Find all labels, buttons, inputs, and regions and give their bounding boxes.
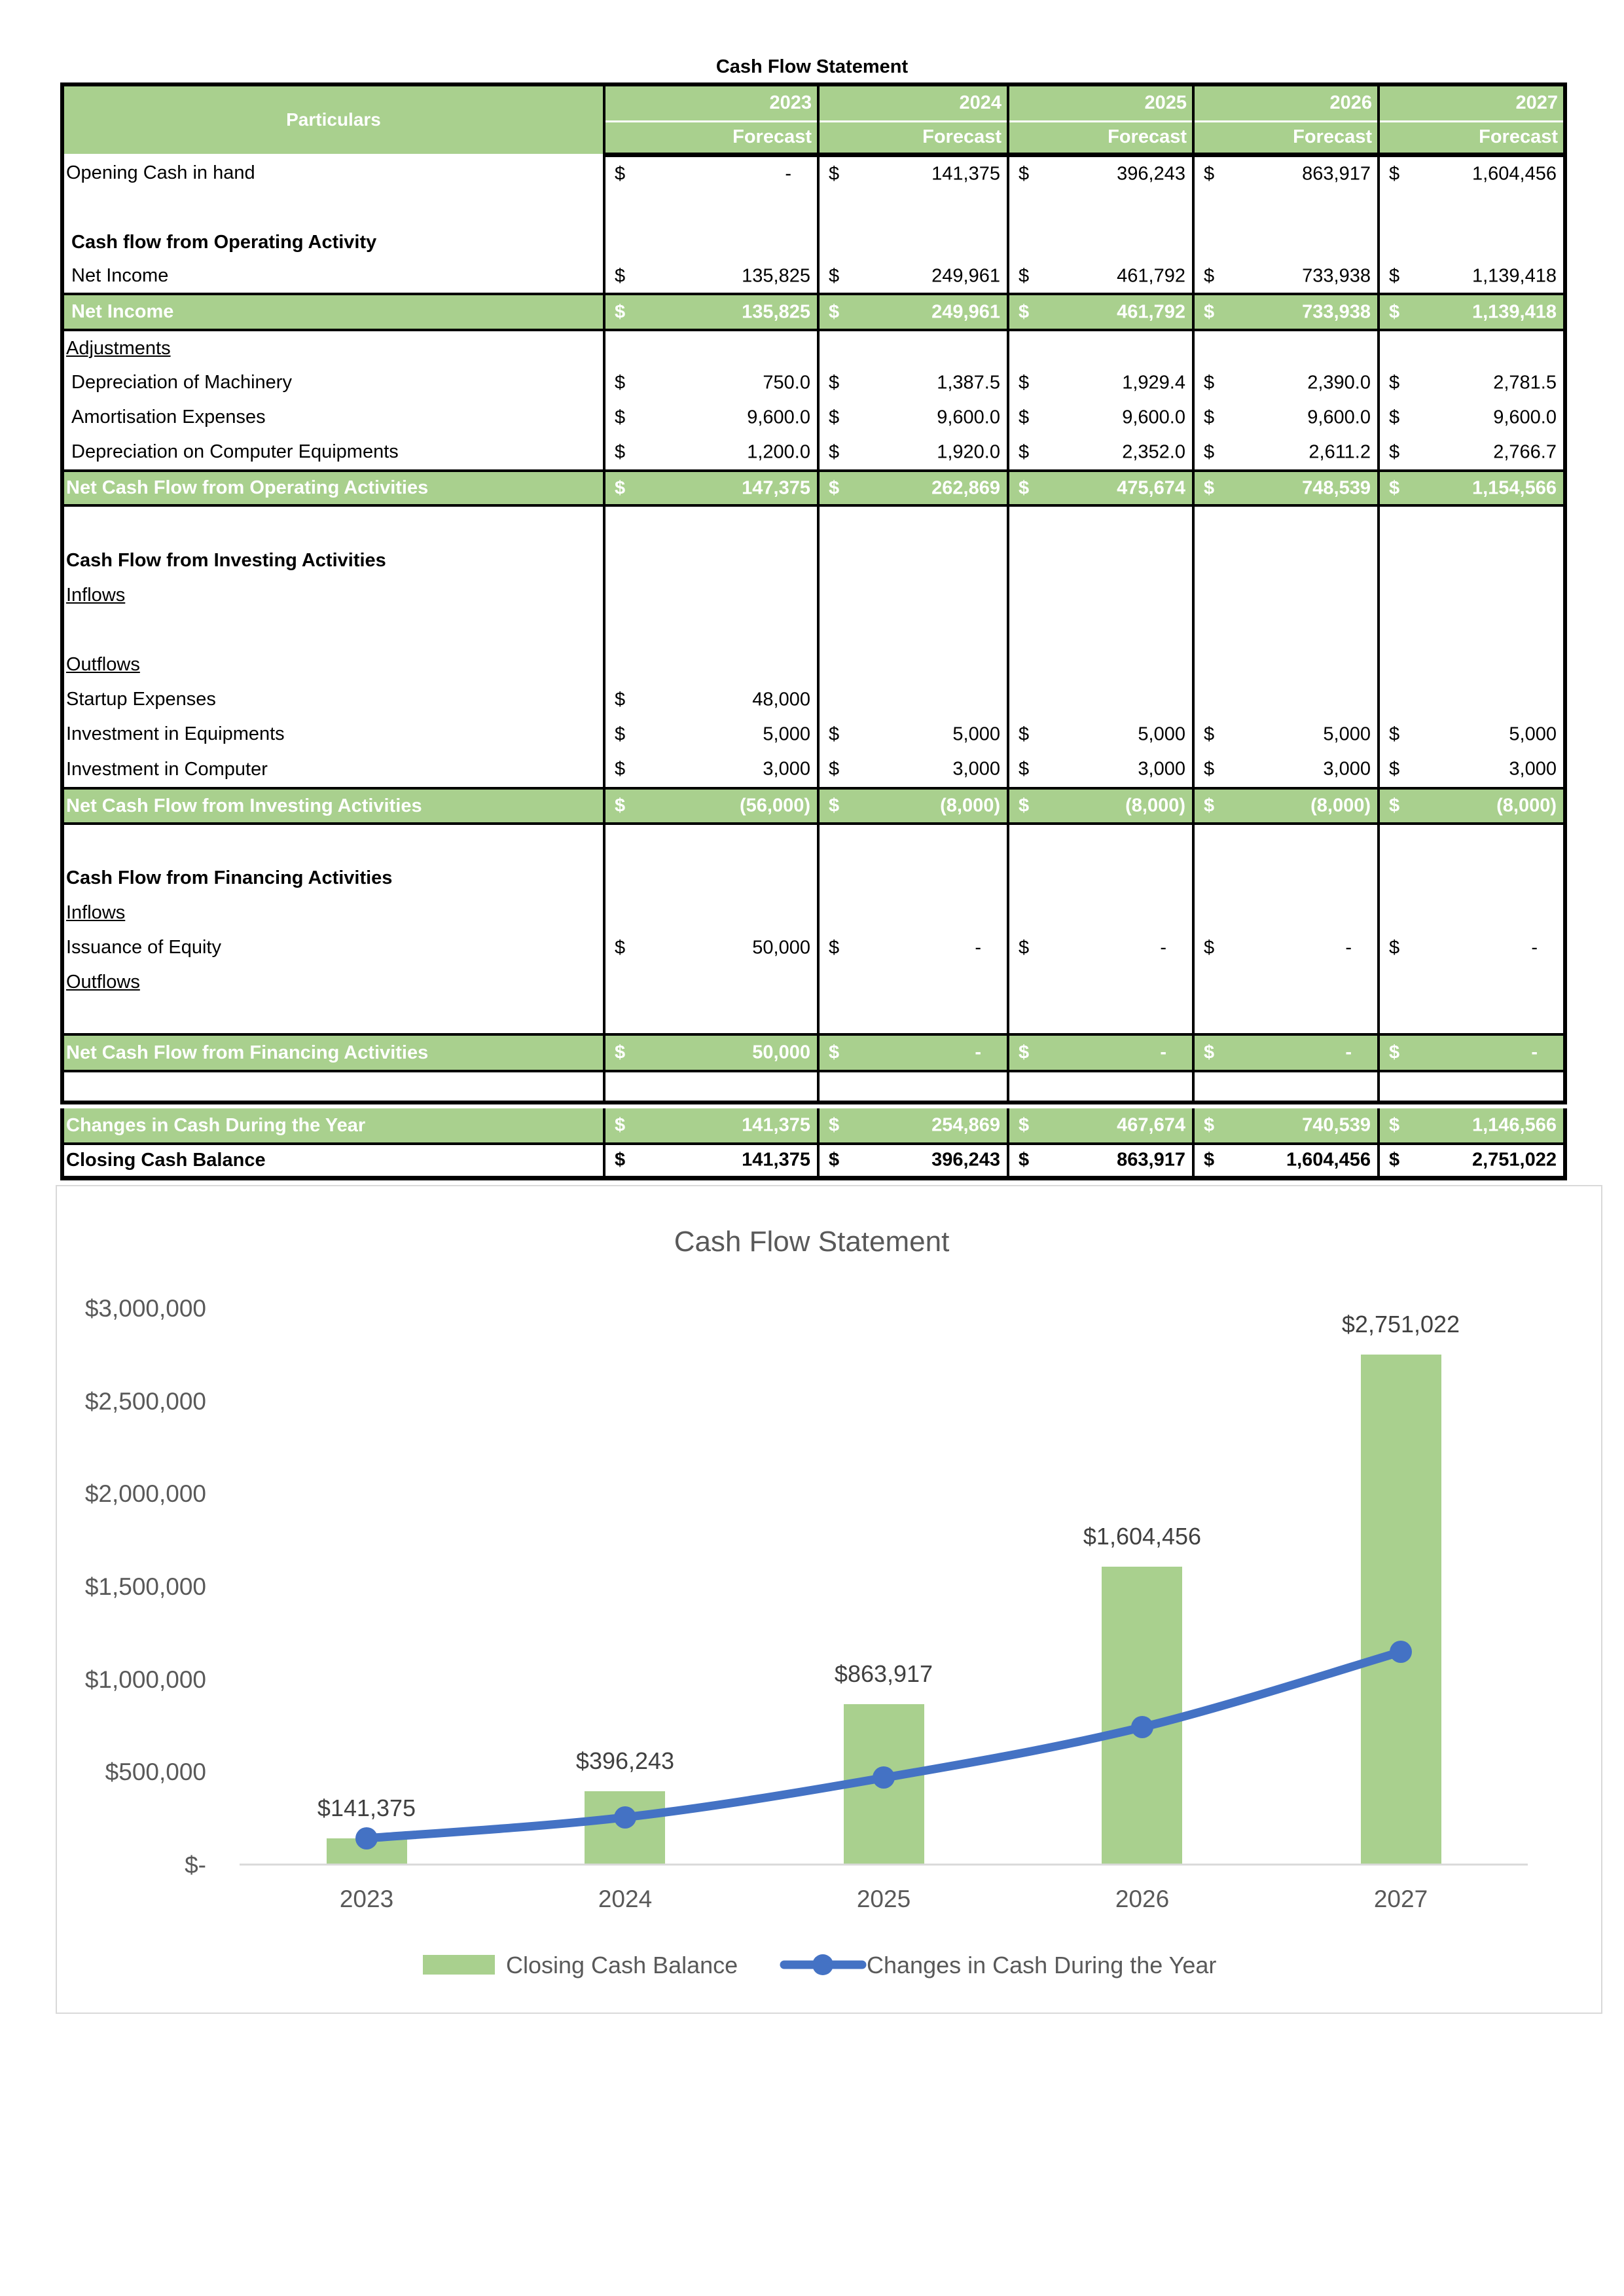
svg-text:Closing Cash Balance: Closing Cash Balance — [506, 1952, 738, 1978]
svg-text:2025: 2025 — [857, 1886, 911, 1912]
svg-text:2026: 2026 — [1115, 1886, 1169, 1912]
svg-text:$1,604,456: $1,604,456 — [1083, 1523, 1201, 1550]
svg-text:$2,751,022: $2,751,022 — [1342, 1311, 1460, 1338]
svg-text:2027: 2027 — [1374, 1886, 1428, 1912]
svg-text:$3,000,000: $3,000,000 — [85, 1295, 206, 1322]
svg-text:$2,000,000: $2,000,000 — [85, 1480, 206, 1507]
svg-text:Changes in Cash During the Yea: Changes in Cash During the Year — [867, 1952, 1216, 1978]
svg-text:2024: 2024 — [598, 1886, 652, 1912]
svg-text:$141,375: $141,375 — [317, 1795, 416, 1821]
svg-text:$-: $- — [185, 1851, 206, 1878]
svg-text:Cash Flow Statement: Cash Flow Statement — [674, 1226, 950, 1258]
svg-text:$500,000: $500,000 — [105, 1758, 206, 1785]
svg-text:$863,917: $863,917 — [835, 1660, 933, 1687]
svg-text:$2,500,000: $2,500,000 — [85, 1388, 206, 1415]
svg-text:$1,500,000: $1,500,000 — [85, 1573, 206, 1600]
svg-text:$396,243: $396,243 — [576, 1747, 674, 1774]
svg-text:$1,000,000: $1,000,000 — [85, 1666, 206, 1693]
svg-text:2023: 2023 — [340, 1886, 393, 1912]
